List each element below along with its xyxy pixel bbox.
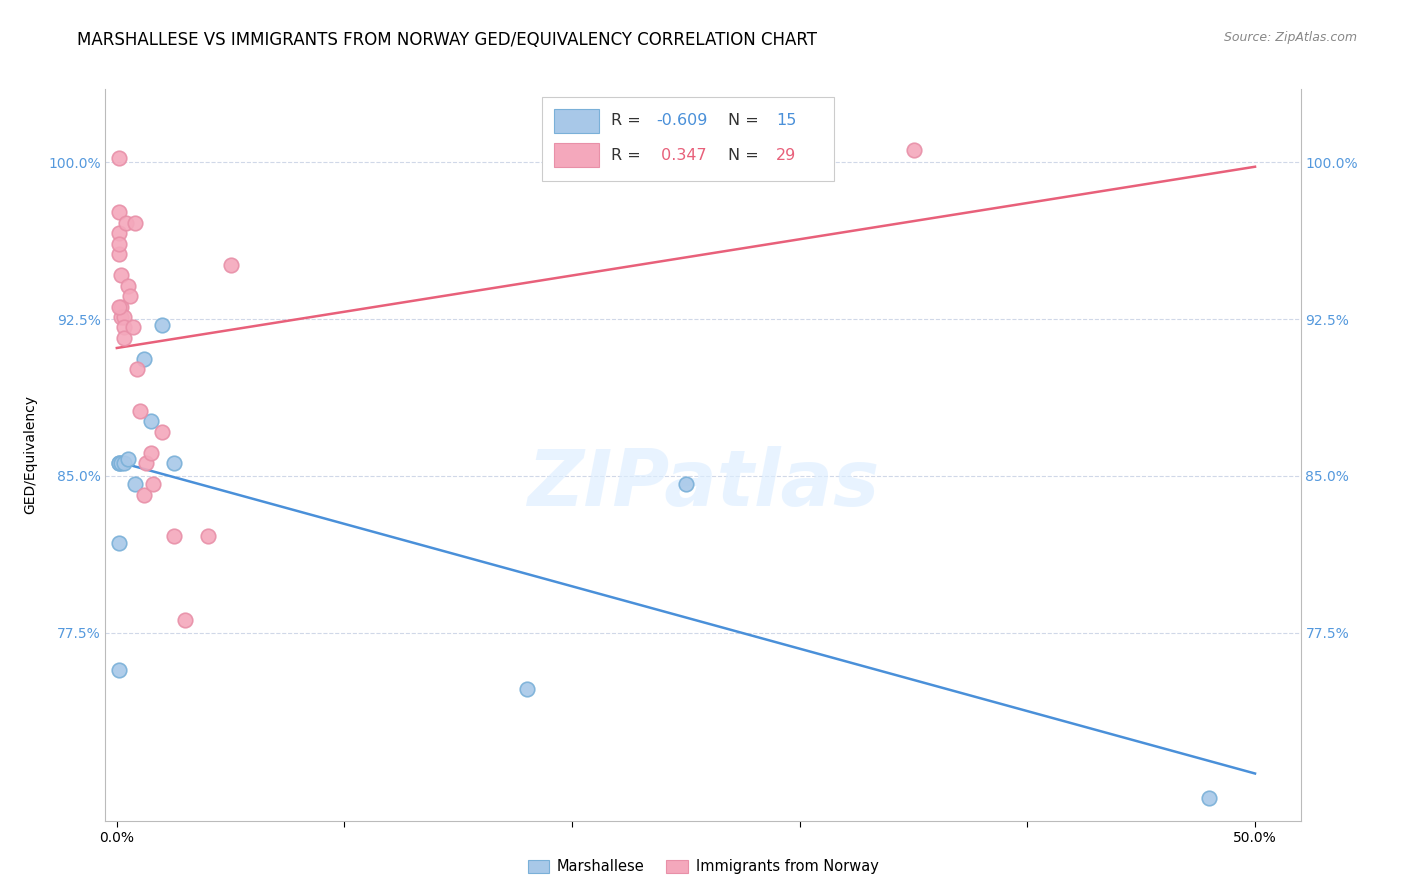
Point <box>108 205 131 219</box>
Point <box>110 456 132 470</box>
Point <box>108 535 131 549</box>
Bar <box>554 144 599 168</box>
Point <box>112 310 135 324</box>
Point <box>675 477 697 491</box>
Point <box>219 258 242 272</box>
Point <box>108 247 131 261</box>
Text: R =: R = <box>612 113 645 128</box>
Point <box>108 151 131 165</box>
Point <box>108 456 131 470</box>
Point <box>112 456 135 470</box>
Point <box>120 289 142 303</box>
Point <box>139 415 162 429</box>
Point <box>110 300 132 314</box>
Point <box>128 404 150 418</box>
Point <box>134 351 156 366</box>
Text: 29: 29 <box>776 148 796 163</box>
Point <box>197 529 219 543</box>
Point <box>124 477 146 491</box>
Point <box>110 310 132 324</box>
Point <box>163 456 186 470</box>
Bar <box>541 96 834 180</box>
Point <box>150 425 173 439</box>
Point <box>903 143 925 157</box>
Point <box>139 446 162 460</box>
Point <box>117 278 139 293</box>
Text: ZIPatlas: ZIPatlas <box>527 446 879 522</box>
Point <box>108 236 131 251</box>
Point <box>115 216 138 230</box>
Point <box>108 663 131 677</box>
Point <box>112 331 135 345</box>
Point <box>1198 790 1220 805</box>
Text: -0.609: -0.609 <box>657 113 707 128</box>
Point <box>121 320 143 334</box>
Bar <box>554 109 599 133</box>
Point <box>516 681 538 696</box>
Text: R =: R = <box>612 148 645 163</box>
Point <box>117 452 139 467</box>
Text: N =: N = <box>728 148 763 163</box>
Y-axis label: GED/Equivalency: GED/Equivalency <box>22 395 37 515</box>
Point <box>134 488 156 502</box>
Point <box>112 320 135 334</box>
Point <box>174 613 197 627</box>
Text: 0.347: 0.347 <box>657 148 707 163</box>
Text: MARSHALLESE VS IMMIGRANTS FROM NORWAY GED/EQUIVALENCY CORRELATION CHART: MARSHALLESE VS IMMIGRANTS FROM NORWAY GE… <box>77 31 817 49</box>
Point <box>124 216 146 230</box>
Point <box>108 300 131 314</box>
Text: Source: ZipAtlas.com: Source: ZipAtlas.com <box>1223 31 1357 45</box>
Point <box>142 477 165 491</box>
Point <box>108 456 131 470</box>
Point <box>150 318 173 333</box>
Point <box>110 268 132 283</box>
Point <box>127 362 149 376</box>
Point <box>135 456 157 470</box>
Point <box>163 529 186 543</box>
Text: 15: 15 <box>776 113 796 128</box>
Legend: Marshallese, Immigrants from Norway: Marshallese, Immigrants from Norway <box>522 854 884 880</box>
Point <box>108 227 131 241</box>
Text: N =: N = <box>728 113 763 128</box>
